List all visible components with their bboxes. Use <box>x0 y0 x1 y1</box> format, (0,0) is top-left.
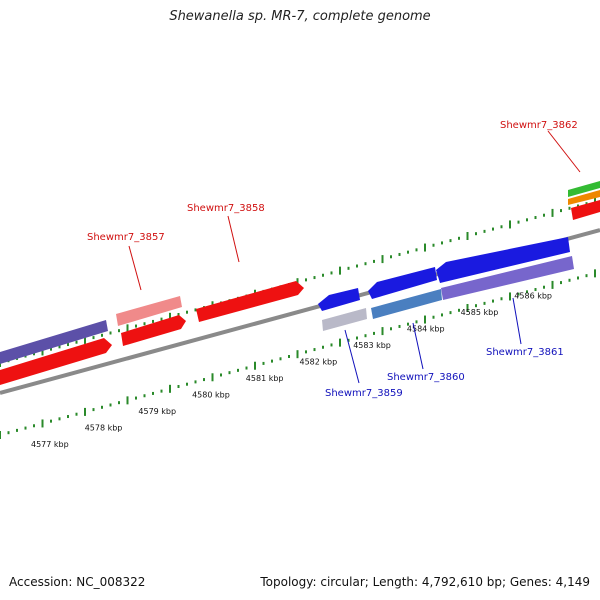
scale-label: 4578 kbp <box>85 424 123 433</box>
gene-feature[interactable] <box>318 288 360 311</box>
scale-label: 4582 kbp <box>300 358 338 367</box>
scale-labels: 4577 kbp 4578 kbp 4579 kbp 4580 kbp 4581 kbp… <box>31 292 552 450</box>
pointer-line-3857 <box>128 245 142 291</box>
gene-feature[interactable] <box>371 289 442 319</box>
gene-label-3862[interactable]: Shewmr7_3862 <box>500 120 578 131</box>
pointer-line-3859 <box>344 329 360 384</box>
map-title: Shewanella sp. MR-7, complete genome <box>169 9 431 24</box>
scale-label: 4581 kbp <box>246 374 284 383</box>
pointer-line-3860 <box>412 322 424 370</box>
scale-label: 4579 kbp <box>138 407 176 416</box>
gene-label-3860[interactable]: Shewmr7_3860 <box>387 372 465 383</box>
gene-feature[interactable] <box>0 338 112 385</box>
gene-label-3858[interactable]: Shewmr7_3858 <box>187 203 265 214</box>
lower-tick-track <box>0 269 596 439</box>
pointer-line-3862 <box>547 130 581 173</box>
pointer-line-3861 <box>512 297 522 345</box>
gene-feature[interactable] <box>116 296 182 326</box>
gene-feature[interactable] <box>571 200 600 220</box>
gene-feature[interactable] <box>568 181 600 197</box>
scale-label: 4577 kbp <box>31 440 69 449</box>
gene-feature[interactable] <box>0 320 108 364</box>
scale-label: 4580 kbp <box>192 391 230 400</box>
gene-label-3861[interactable]: Shewmr7_3861 <box>486 347 564 358</box>
gene-feature[interactable] <box>196 281 304 322</box>
scale-label: 4583 kbp <box>353 341 391 350</box>
gene-feature[interactable] <box>441 256 574 300</box>
accession-text: Accession: NC_008322 <box>9 575 146 589</box>
genome-summary-text: Topology: circular; Length: 4,792,610 bp… <box>260 575 590 589</box>
scale-label: 4584 kbp <box>407 325 445 334</box>
gene-feature[interactable] <box>436 237 570 283</box>
gene-label-3857[interactable]: Shewmr7_3857 <box>87 232 165 243</box>
scale-label: 4586 kbp <box>514 292 552 301</box>
gene-feature[interactable] <box>368 267 437 299</box>
gene-feature[interactable] <box>121 315 186 346</box>
upper-tick-track <box>0 197 596 367</box>
scale-label: 4585 kbp <box>461 308 499 317</box>
gene-label-3859[interactable]: Shewmr7_3859 <box>325 388 403 399</box>
gene-feature[interactable] <box>322 308 367 331</box>
gene-feature[interactable] <box>568 190 600 205</box>
pointer-line-3858 <box>227 215 240 263</box>
